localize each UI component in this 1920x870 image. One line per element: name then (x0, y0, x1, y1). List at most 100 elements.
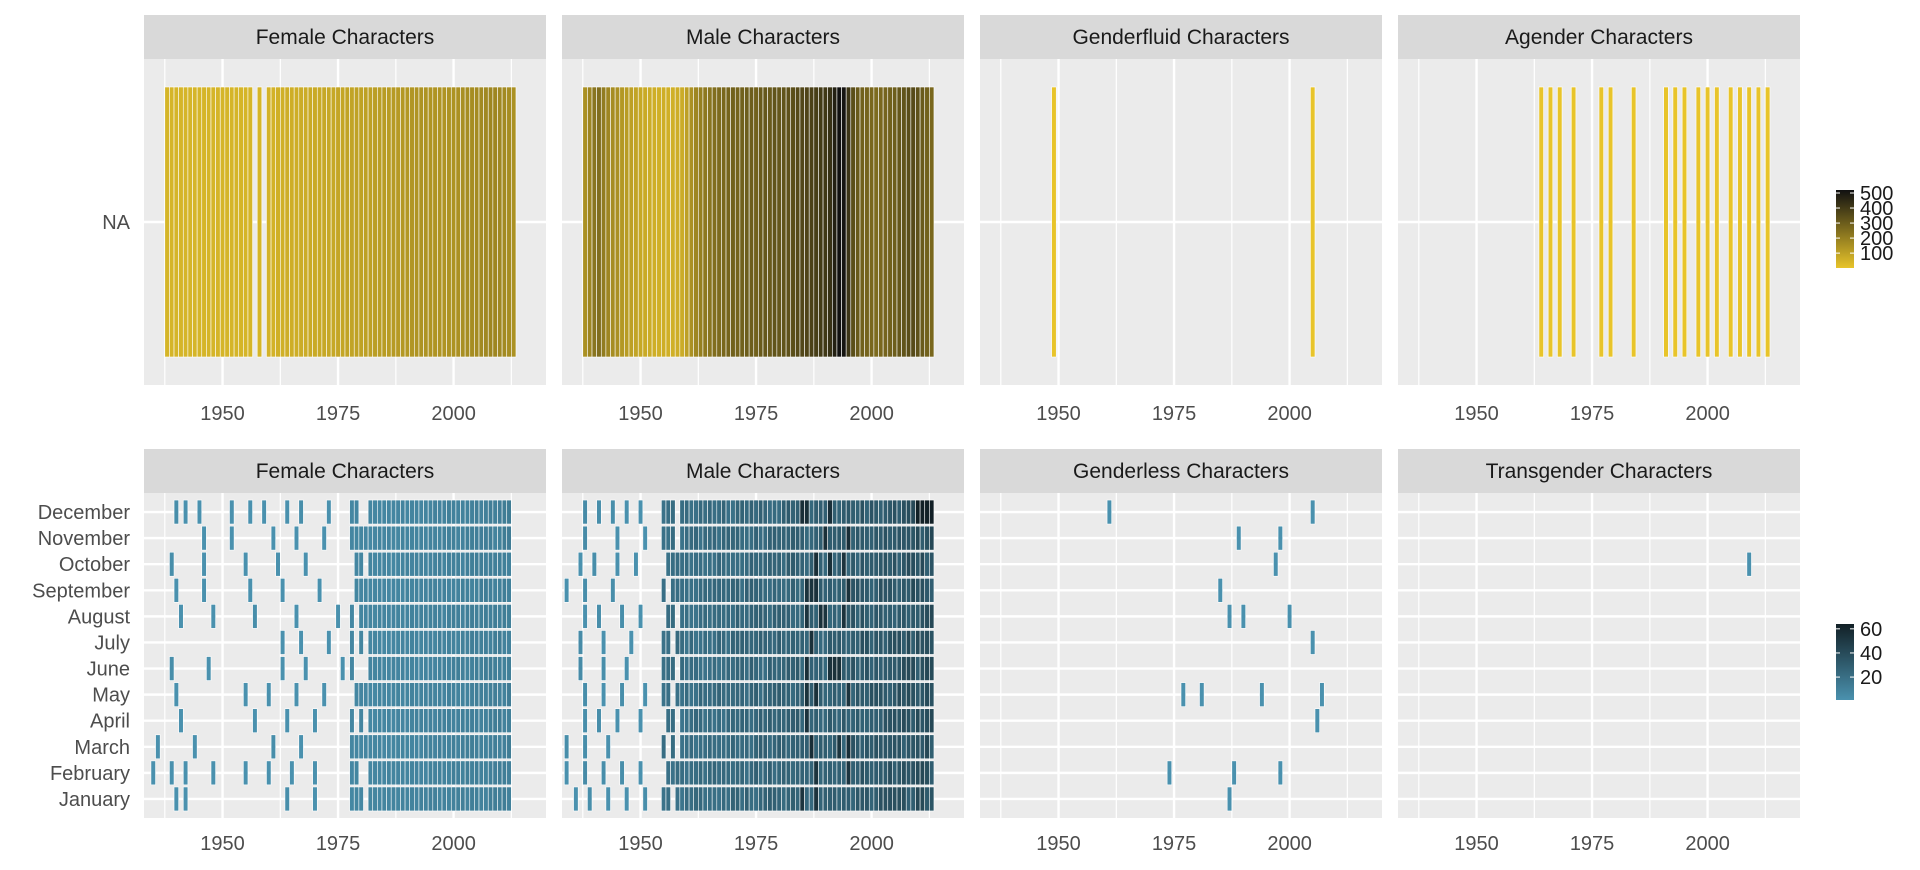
tile (642, 682, 648, 707)
tile (892, 551, 898, 577)
tile (582, 682, 588, 707)
tile (767, 656, 773, 681)
tiles (1746, 551, 1752, 577)
tile (386, 734, 392, 760)
panel-male-characters: Male Characters 1950 1975 2000 (562, 15, 964, 425)
tile (753, 708, 759, 734)
tile (901, 86, 907, 358)
tile (873, 708, 879, 734)
tile (721, 499, 727, 525)
tile (845, 499, 852, 525)
tile (363, 734, 369, 760)
tile (896, 708, 902, 734)
tile (753, 656, 759, 681)
tile (896, 86, 902, 358)
tile (455, 525, 461, 551)
tiles (1538, 86, 1771, 358)
tile (799, 604, 805, 629)
tile (688, 577, 694, 603)
tile (905, 525, 912, 551)
tile (808, 86, 815, 358)
tile (201, 551, 207, 577)
tile (381, 577, 387, 603)
tile (501, 682, 508, 707)
tile (855, 708, 861, 734)
tile (887, 708, 893, 734)
x-tick-label: 1950 (618, 403, 663, 425)
tile (173, 577, 179, 603)
tile (487, 86, 494, 358)
tile (707, 656, 713, 681)
tile (474, 630, 480, 655)
tile (460, 682, 466, 707)
tile (483, 734, 489, 760)
tile (808, 656, 815, 681)
tile (614, 708, 621, 734)
tile (864, 525, 870, 551)
tile (767, 86, 773, 358)
tile (1547, 86, 1554, 358)
tile (464, 499, 471, 525)
tile (469, 760, 475, 786)
tile (744, 786, 750, 812)
tile (238, 86, 244, 358)
tile (446, 786, 452, 812)
tile (781, 604, 787, 629)
tile (887, 499, 893, 525)
tile (873, 656, 879, 681)
tile (670, 656, 676, 681)
tile (919, 499, 926, 525)
tile (841, 577, 847, 603)
tile (506, 630, 512, 655)
tile (702, 551, 708, 577)
tile (822, 604, 828, 629)
tile (372, 708, 378, 734)
tile (280, 577, 286, 603)
tile (929, 499, 935, 525)
tile (771, 630, 778, 655)
tile (901, 682, 907, 707)
tile (684, 786, 690, 812)
tile (887, 734, 893, 760)
tile (582, 604, 588, 629)
tile (414, 786, 420, 812)
tile (1663, 86, 1669, 358)
tile (721, 86, 727, 358)
tile (892, 525, 898, 551)
tile (414, 656, 420, 681)
tile (730, 786, 736, 812)
tile (882, 786, 889, 812)
tile (716, 630, 722, 655)
tile (474, 604, 480, 629)
tile (409, 786, 415, 812)
tile (661, 577, 667, 603)
tile (892, 760, 898, 786)
tile (873, 682, 879, 707)
tile (850, 656, 856, 681)
tile (855, 499, 861, 525)
tile (804, 86, 810, 358)
tile (795, 499, 801, 525)
tile (298, 86, 304, 358)
tile (614, 86, 621, 358)
tile (905, 551, 912, 577)
tile (679, 760, 685, 786)
tile (460, 604, 466, 629)
tile (358, 786, 364, 812)
tile (483, 499, 489, 525)
tile (785, 604, 792, 629)
tile (377, 525, 383, 551)
tile (492, 577, 498, 603)
tile (511, 86, 517, 358)
tile (293, 604, 300, 629)
tile (173, 499, 179, 525)
tile (776, 577, 782, 603)
tile (414, 499, 420, 525)
tile (182, 86, 189, 358)
tile (684, 656, 690, 681)
tile (390, 682, 397, 707)
tile (855, 604, 861, 629)
tile (298, 734, 304, 760)
tile (437, 708, 443, 734)
tile (395, 760, 401, 786)
